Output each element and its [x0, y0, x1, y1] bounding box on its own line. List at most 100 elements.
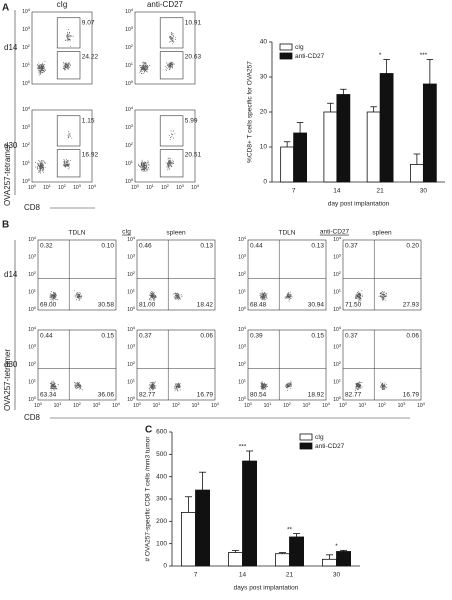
tick-label: 104	[22, 7, 31, 15]
axis-label: OVA257-tetramer	[3, 144, 12, 206]
event-dot	[173, 386, 175, 388]
panel-label: C	[145, 425, 152, 436]
event-dot	[152, 291, 154, 293]
tick-exponent: 3	[133, 253, 136, 258]
event-dot	[356, 294, 358, 296]
event-dot	[170, 62, 172, 64]
tick-label: 103	[125, 123, 134, 131]
event-dot	[151, 384, 152, 386]
event-dot	[38, 167, 40, 169]
event-dot	[143, 168, 144, 170]
quadrant-value: 0.32	[40, 243, 53, 250]
tick-label: 103	[333, 343, 342, 351]
panel-label: A	[2, 3, 9, 14]
quadrant-value: 18.92	[308, 392, 325, 399]
event-dot	[357, 298, 359, 300]
tick-exponent: 0	[244, 305, 247, 310]
tick-label: 103	[127, 343, 136, 351]
tick-exponent: 1	[34, 378, 37, 383]
event-dot	[67, 35, 69, 37]
event-dot	[356, 292, 358, 294]
tick-exponent: 2	[289, 401, 292, 406]
tick-base: 10	[125, 107, 131, 113]
tick-base: 10	[238, 362, 244, 368]
tick-label: 101	[28, 378, 37, 386]
event-dot	[80, 296, 81, 298]
event-dot	[80, 386, 81, 388]
quadrant-value: 0.44	[250, 243, 263, 250]
event-dot	[354, 389, 356, 391]
event-dot	[66, 35, 68, 37]
event-dot	[53, 296, 55, 298]
tick-base: 10	[73, 403, 79, 409]
tick-base: 10	[125, 81, 131, 87]
event-dot	[56, 387, 58, 389]
event-dot	[49, 296, 51, 298]
event-dot	[262, 294, 264, 296]
event-dot	[52, 291, 54, 293]
tick-label: 101	[238, 288, 247, 296]
event-dot	[262, 295, 264, 297]
event-dot	[356, 295, 358, 297]
event-dot	[153, 300, 155, 302]
event-dot	[288, 386, 290, 388]
event-dot	[65, 161, 67, 163]
event-dot	[151, 299, 152, 301]
tick-label: 100	[127, 305, 136, 313]
event-dot	[143, 168, 145, 170]
event-dot	[152, 292, 154, 294]
tick-exponent: 3	[133, 343, 136, 348]
x-tick-label: 14	[333, 188, 341, 195]
event-dot	[260, 388, 262, 389]
event-dot	[53, 293, 55, 295]
bar	[321, 558, 337, 567]
event-dot	[146, 71, 148, 73]
event-dot	[77, 296, 79, 298]
event-dot	[64, 40, 66, 42]
gate	[159, 17, 184, 49]
event-dot	[141, 159, 143, 161]
event-dot	[171, 39, 173, 40]
tick-label: 102	[28, 270, 37, 278]
significance: ***	[420, 52, 428, 59]
quadrant-value: 0.46	[139, 243, 152, 250]
event-dot	[57, 384, 59, 385]
event-dot	[39, 161, 41, 162]
event-dot	[288, 384, 290, 386]
event-dot	[64, 160, 66, 162]
plot-frame	[134, 109, 196, 183]
tick-exponent: 4	[28, 105, 31, 110]
tick-exponent: 0	[131, 79, 134, 84]
event-dot	[63, 69, 65, 71]
event-dot	[150, 294, 152, 296]
tick-label: 101	[333, 378, 342, 386]
event-dot	[171, 64, 173, 66]
event-dot	[178, 294, 179, 295]
event-dot	[140, 68, 142, 70]
event-dot	[147, 68, 149, 70]
event-dot	[41, 68, 42, 70]
event-dot	[43, 162, 45, 164]
legend-swatch	[299, 442, 313, 450]
event-dot	[51, 386, 53, 388]
event-dot	[355, 296, 357, 298]
event-dot	[359, 386, 360, 388]
event-dot	[383, 384, 385, 386]
y-tick-label: 0	[163, 563, 167, 570]
event-dot	[149, 384, 151, 386]
event-dot	[179, 389, 181, 391]
event-dot	[42, 63, 44, 65]
event-dot	[55, 294, 57, 296]
gate	[159, 51, 184, 80]
event-dot	[54, 292, 56, 294]
event-dot	[380, 296, 382, 298]
event-dot	[174, 390, 176, 392]
tick-label: 103	[192, 401, 201, 409]
event-dot	[37, 67, 39, 69]
plot-frame	[37, 329, 117, 401]
legend-swatch	[279, 52, 293, 60]
event-dot	[69, 32, 71, 33]
event-dot	[357, 293, 359, 294]
event-dot	[64, 166, 66, 167]
event-dot	[141, 71, 143, 73]
